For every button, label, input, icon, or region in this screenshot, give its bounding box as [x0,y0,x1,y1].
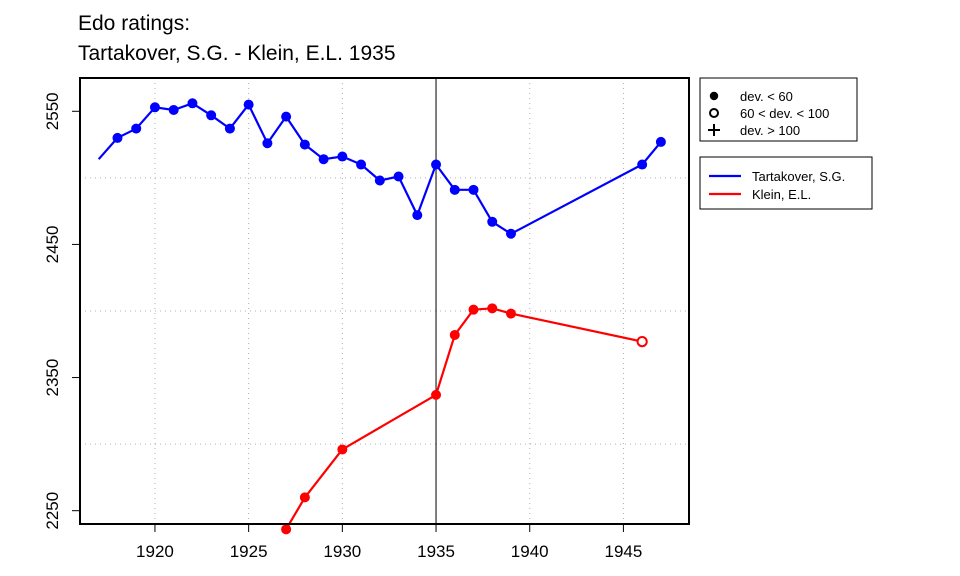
data-point-0-15 [374,175,385,186]
grid-lines [80,78,689,524]
data-point-0-16 [393,171,404,182]
data-point-0-7 [224,123,235,134]
x-tick-label-3: 1935 [417,542,455,561]
data-point-0-8 [243,99,254,110]
data-point-0-12 [318,154,329,165]
data-point-0-22 [505,228,516,239]
series-group [97,98,666,535]
plot-frame [79,77,690,525]
data-point-0-18 [431,159,442,170]
marker-legend: dev. < 60 60 < dev. < 100 dev. > 100 [699,77,858,142]
data-point-1-1 [299,492,310,503]
data-point-0-20 [468,184,479,195]
chart-title-line-1: Edo ratings: [78,12,190,35]
data-point-1-0 [281,524,292,535]
data-point-1-4 [449,329,460,340]
y-tick-label-3: 2550 [43,92,62,130]
data-point-0-19 [449,184,460,195]
data-point-0-17 [412,210,423,221]
data-point-0-13 [337,151,348,162]
data-point-0-23 [637,159,648,170]
data-point-1-2 [337,444,348,455]
series-legend-label-0: Tartakover, S.G. [752,169,845,184]
marker-legend-label-1: 60 < dev. < 100 [740,106,829,121]
x-tick-label-2: 1930 [323,542,361,561]
data-point-0-21 [487,216,498,227]
chart-title: Edo ratings: Tartakover, S.G. - Klein, E… [78,12,396,65]
y-tick-label-0: 2250 [43,492,62,530]
y-tick-label-2: 2450 [43,226,62,264]
marker-legend-label-2: dev. > 100 [740,123,800,138]
data-point-0-24 [655,136,666,147]
chart-title-line-2: Tartakover, S.G. - Klein, E.L. 1935 [78,42,396,65]
data-point-0-11 [299,139,310,150]
series-0 [97,98,666,239]
x-tick-label-5: 1945 [605,542,643,561]
marker-legend-label-0: dev. < 60 [740,89,793,104]
series-line-0 [97,102,662,235]
data-point-0-5 [187,98,198,109]
data-point-0-1 [112,132,123,143]
plus-icon [708,124,720,136]
data-point-0-14 [356,159,367,170]
x-tick-label-1: 1925 [230,542,268,561]
marker-legend-box [699,77,858,142]
series-1 [281,303,648,535]
data-point-1-5 [468,304,479,315]
data-point-0-6 [206,110,217,121]
x-tick-label-4: 1940 [511,542,549,561]
data-point-0-10 [281,111,292,122]
open-circle-icon [709,108,719,118]
data-point-0-2 [131,123,142,134]
series-line-1 [285,307,643,530]
series-legend-box [699,156,873,210]
data-point-1-3 [431,389,442,400]
y-tick-label-1: 2350 [43,359,62,397]
data-point-0-3 [149,102,160,113]
data-point-1-8 [636,336,648,348]
data-point-0-9 [262,138,273,149]
series-legend: Tartakover, S.G. Klein, E.L. [699,156,873,210]
data-point-1-7 [505,308,516,319]
data-point-1-6 [487,303,498,314]
x-axis: 1920 1925 1930 1935 1940 1945 [136,524,642,561]
series-legend-label-1: Klein, E.L. [752,187,811,202]
filled-circle-icon [709,91,719,101]
y-axis: 2250 2350 2450 2550 [43,92,80,530]
data-point-0-4 [168,104,179,115]
x-tick-label-0: 1920 [136,542,174,561]
